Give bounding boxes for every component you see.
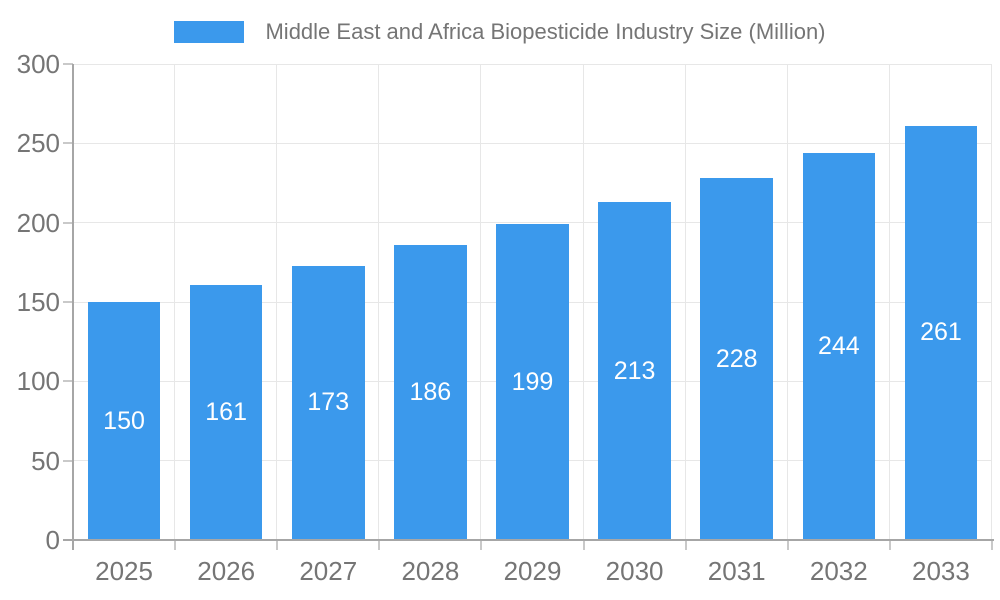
x-axis-tick-label: 2029: [503, 556, 562, 586]
gridline-horizontal: [73, 63, 992, 65]
gridline-vertical: [991, 64, 992, 540]
y-axis-tick-label: 50: [31, 445, 60, 476]
x-axis-line: [63, 539, 994, 541]
y-axis-tick-label: 0: [45, 525, 60, 555]
y-axis-tick-label: 250: [16, 128, 60, 159]
bar-value-label: 199: [511, 367, 554, 396]
y-axis-tick: [63, 142, 73, 145]
x-axis-tick: [174, 540, 177, 550]
x-axis-tick: [276, 540, 279, 550]
y-axis-tick-label: 200: [16, 207, 60, 238]
y-axis-tick: [63, 63, 73, 65]
bar-value-label: 244: [817, 331, 860, 360]
x-axis-tick-label: 2027: [299, 556, 358, 586]
bar[interactable]: 161: [189, 284, 263, 540]
bar-value-label: 213: [613, 356, 656, 385]
gridline-vertical: [174, 64, 176, 540]
legend-item[interactable]: Middle East and Africa Biopesticide Indu…: [174, 19, 826, 45]
x-axis-tick: [378, 540, 381, 550]
bar-value-label: 228: [715, 344, 758, 373]
bar[interactable]: 244: [802, 152, 876, 540]
gridline-vertical: [684, 64, 686, 540]
gridline-vertical: [786, 64, 788, 540]
x-axis-tick-label: 2032: [809, 556, 868, 586]
x-axis-tick-label: 2028: [401, 556, 460, 586]
bar-value-label: 186: [409, 377, 452, 406]
y-axis-tick-label: 100: [16, 366, 60, 397]
bar[interactable]: 186: [394, 244, 467, 540]
bar-value-label: 261: [920, 318, 962, 347]
gridline-vertical: [276, 64, 278, 540]
x-axis-tick: [480, 540, 483, 550]
bar-value-label: 173: [307, 388, 350, 417]
x-axis-tick: [888, 540, 891, 550]
legend-color-swatch: [174, 21, 245, 43]
x-axis-tick: [786, 540, 789, 550]
x-axis-tick-label: 2031: [707, 556, 766, 586]
bar[interactable]: 261: [904, 125, 978, 540]
gridline-horizontal: [73, 222, 992, 224]
bar[interactable]: 173: [292, 265, 365, 540]
legend-label: Middle East and Africa Biopesticide Indu…: [265, 19, 826, 44]
x-axis-tick: [684, 540, 687, 550]
y-axis-tick: [63, 301, 73, 303]
legend: Middle East and Africa Biopesticide Indu…: [0, 19, 1000, 45]
y-axis-tick-label: 300: [16, 49, 60, 79]
bar-value-label: 161: [205, 397, 247, 426]
x-axis-tick-label: 2026: [197, 556, 256, 586]
bar[interactable]: 199: [496, 224, 569, 540]
y-axis-line: [72, 64, 74, 550]
bar[interactable]: 150: [87, 302, 161, 540]
y-axis-tick: [63, 380, 73, 383]
x-axis-tick: [582, 540, 585, 550]
bar[interactable]: 213: [598, 202, 671, 540]
y-axis-tick: [63, 459, 73, 462]
bar[interactable]: 228: [700, 178, 773, 540]
gridline-vertical: [480, 64, 482, 540]
bar-value-label: 150: [103, 406, 145, 435]
y-axis-tick-label: 150: [16, 287, 60, 317]
x-axis-tick-label: 2025: [95, 556, 153, 586]
x-axis-tick: [991, 540, 993, 550]
x-axis-tick-label: 2033: [912, 556, 970, 586]
plot-area: 0 50 100 150 200 250 300 150 2025 161 2026 173 2027 1…: [17, 50, 994, 586]
x-axis-tick-label: 2030: [605, 556, 664, 586]
gridline-vertical: [582, 64, 584, 540]
gridline-horizontal: [73, 142, 992, 144]
gridline-vertical: [888, 64, 890, 540]
y-axis-tick: [63, 221, 73, 224]
gridline-vertical: [378, 64, 380, 540]
